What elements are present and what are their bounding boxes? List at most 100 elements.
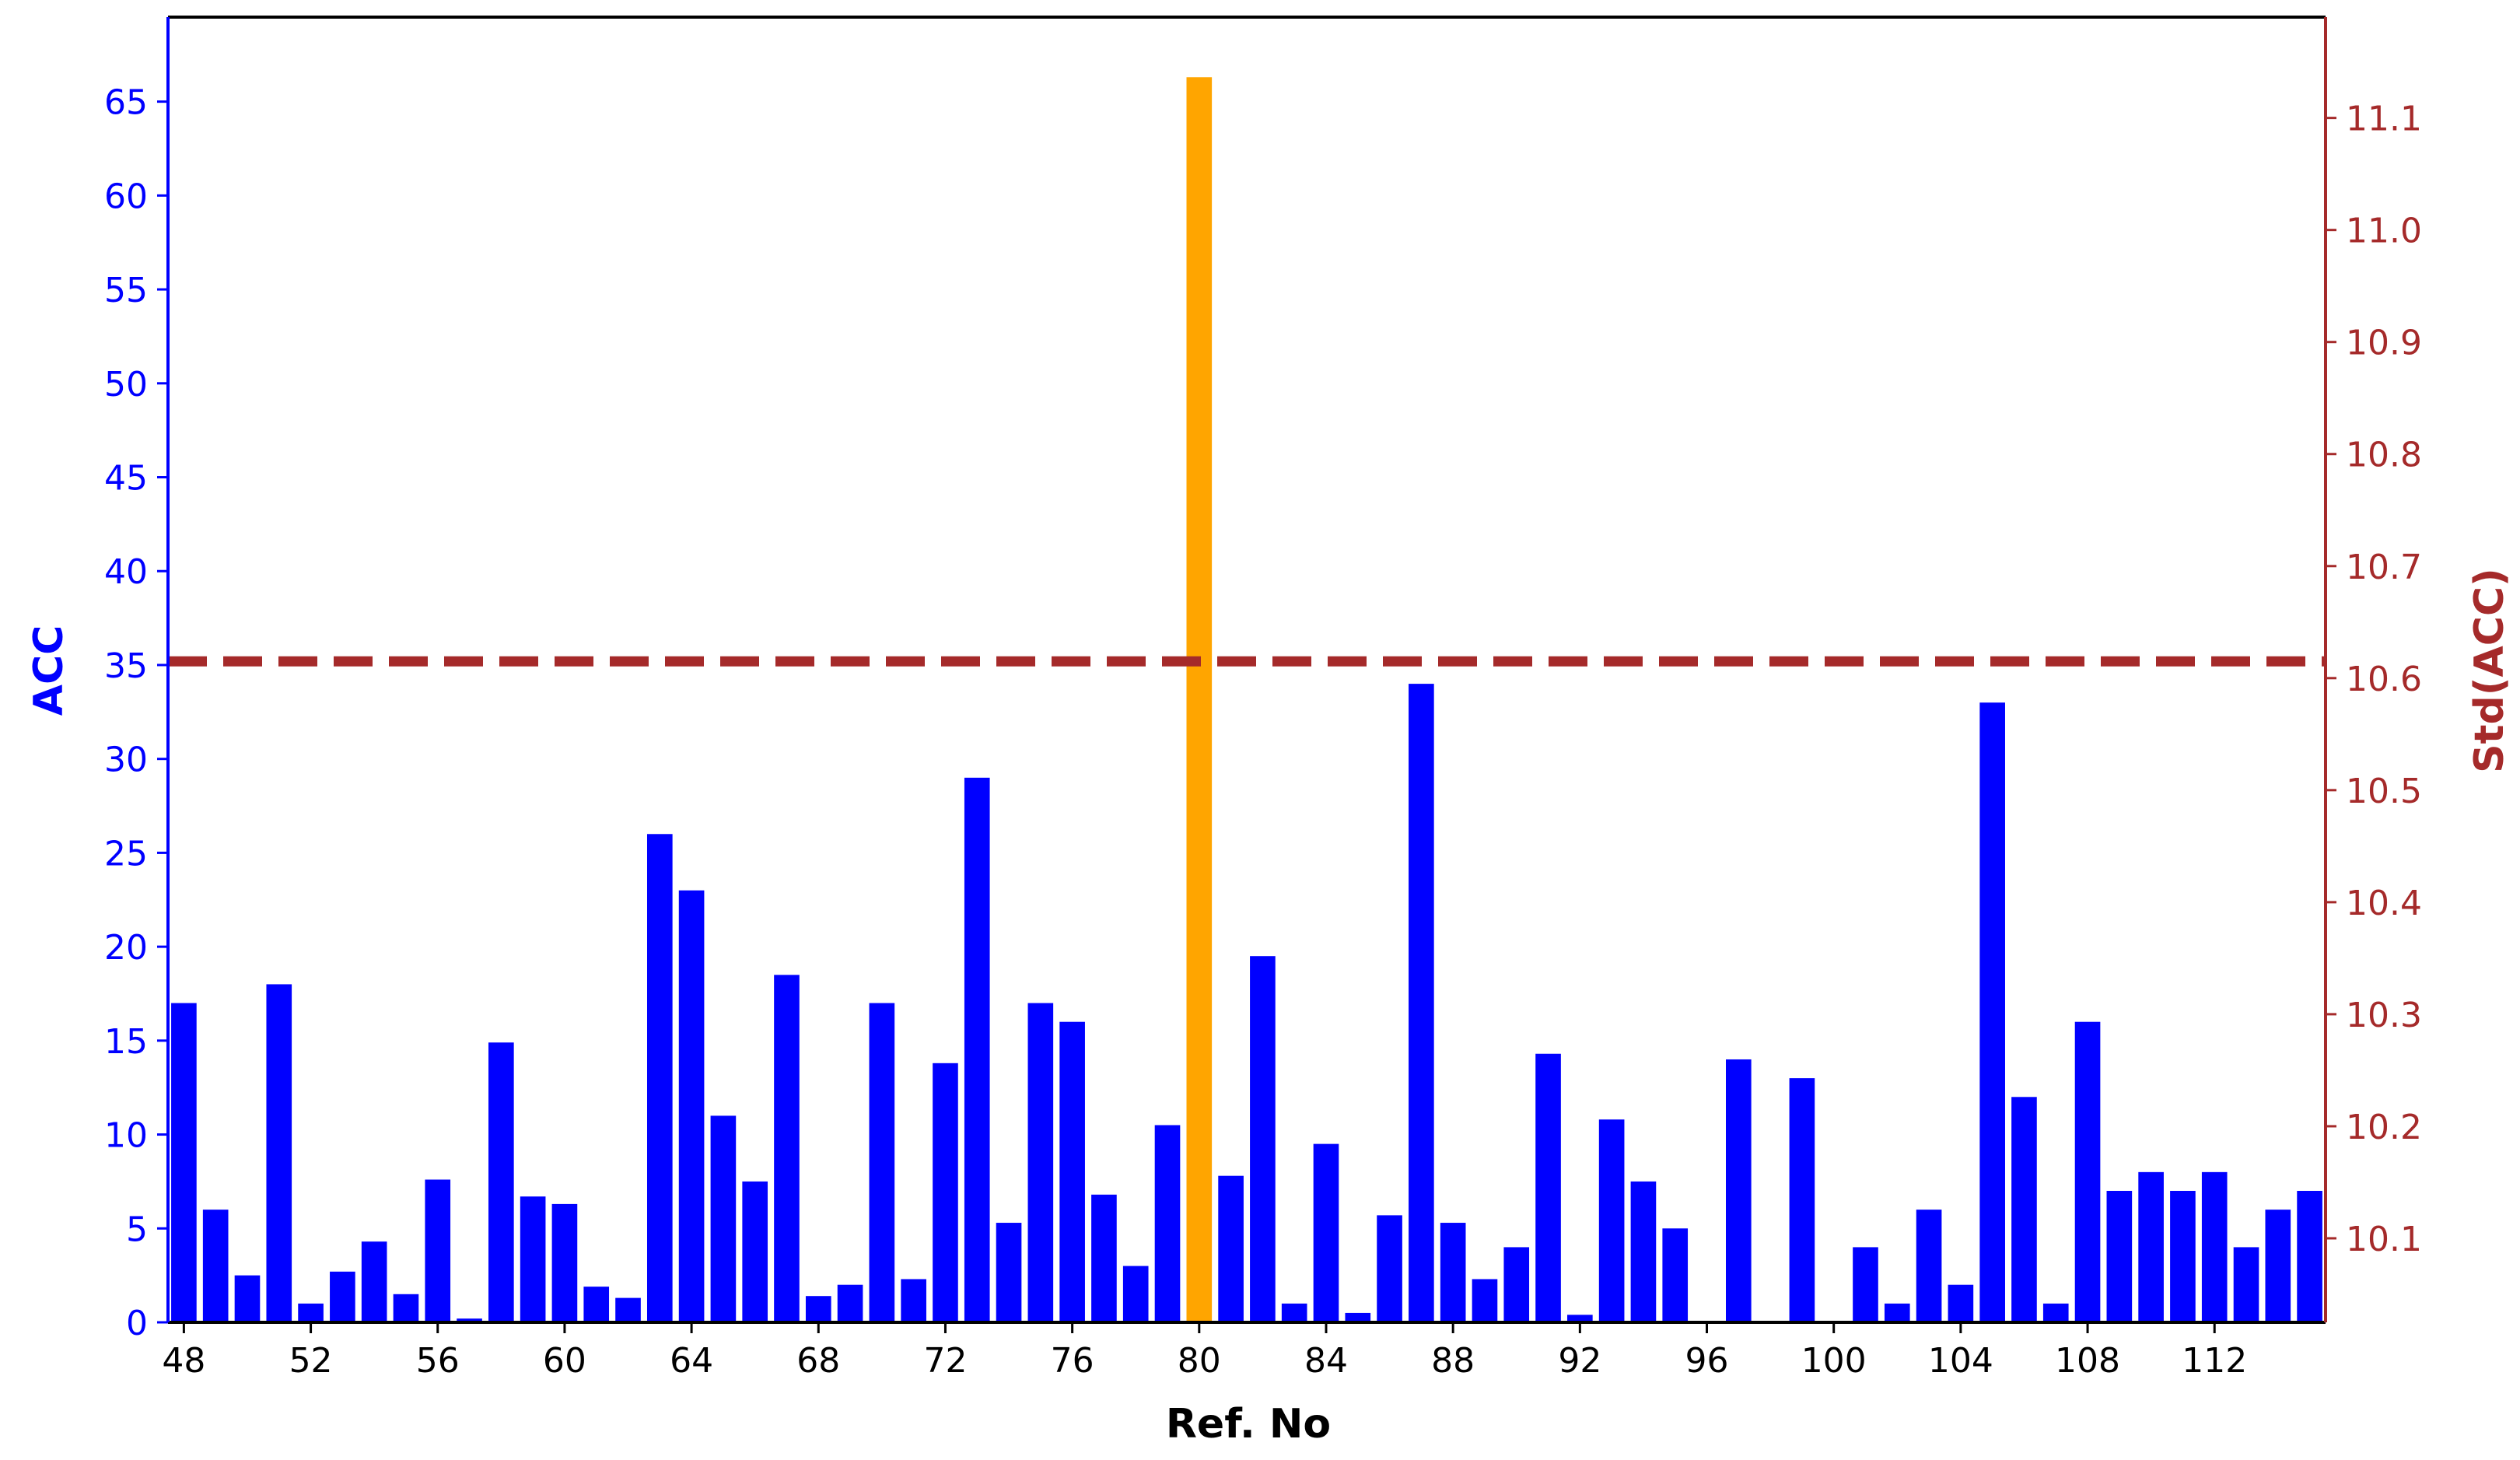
bar xyxy=(393,1294,419,1322)
bar xyxy=(361,1241,387,1322)
bar xyxy=(1281,1303,1307,1322)
y2-tick-label: 10.3 xyxy=(2346,996,2422,1035)
bar xyxy=(805,1296,831,1322)
bar xyxy=(1884,1303,1910,1322)
bar xyxy=(996,1223,1022,1322)
bar xyxy=(2042,1303,2069,1322)
bar xyxy=(774,975,800,1322)
x-tick-label: 112 xyxy=(2182,1341,2247,1381)
x-tick-label: 88 xyxy=(1431,1341,1475,1381)
x-axis-ticks: 48 52 56 60 64 68 72 76 80 84 88 92 96 100 104 108 112 xyxy=(162,1322,2247,1381)
bar xyxy=(1979,702,2005,1322)
y-tick-label: 15 xyxy=(104,1022,148,1062)
bar xyxy=(1440,1223,1466,1322)
bar xyxy=(1567,1315,1593,1322)
bar xyxy=(330,1271,355,1322)
bar xyxy=(1789,1078,1815,1322)
bar xyxy=(298,1303,324,1322)
y2-tick-label: 11.0 xyxy=(2346,212,2422,251)
bar xyxy=(425,1179,451,1322)
x-tick-label: 60 xyxy=(543,1341,586,1381)
bar xyxy=(488,1042,514,1322)
bar xyxy=(1948,1284,1974,1322)
bar xyxy=(615,1297,641,1322)
x-tick-label: 80 xyxy=(1178,1341,1221,1381)
bar xyxy=(202,1210,229,1322)
x-tick-label: 96 xyxy=(1685,1341,1729,1381)
x-tick-label: 100 xyxy=(1801,1341,1867,1381)
bar xyxy=(646,834,673,1322)
bar xyxy=(678,890,705,1322)
bar xyxy=(1122,1266,1149,1322)
bar xyxy=(1313,1143,1339,1322)
bar xyxy=(1250,956,1276,1322)
bar xyxy=(1503,1247,1530,1322)
y2-tick-label: 10.5 xyxy=(2346,772,2422,811)
bar xyxy=(1377,1215,1402,1322)
x-tick-label: 92 xyxy=(1558,1341,1601,1381)
bar xyxy=(1853,1247,1878,1322)
bar-highlight xyxy=(1186,77,1213,1323)
bar xyxy=(869,1003,895,1322)
bar xyxy=(2138,1171,2164,1322)
bar xyxy=(1027,1003,1054,1322)
y-tick-label: 10 xyxy=(104,1116,148,1156)
bar xyxy=(1535,1053,1561,1322)
y-tick-label: 60 xyxy=(104,177,148,216)
y-tick-label: 20 xyxy=(104,928,148,968)
y-tick-label: 0 xyxy=(126,1304,148,1343)
bar xyxy=(1218,1175,1244,1322)
x-tick-label: 52 xyxy=(289,1341,333,1381)
bar xyxy=(2265,1210,2291,1322)
bar xyxy=(551,1203,578,1322)
bar xyxy=(742,1181,768,1322)
bar xyxy=(1598,1119,1625,1322)
axes xyxy=(166,16,2327,1324)
y2-tick-label: 10.9 xyxy=(2346,324,2422,363)
bar xyxy=(1059,1021,1085,1322)
bar xyxy=(266,984,292,1322)
bar xyxy=(964,777,990,1322)
bar xyxy=(1630,1181,1657,1322)
bar xyxy=(1916,1210,1942,1322)
bar xyxy=(1472,1279,1498,1322)
y2-tick-label: 10.6 xyxy=(2346,660,2422,699)
x-axis-label: Ref. No xyxy=(1166,1401,1331,1448)
y-tick-label: 65 xyxy=(104,83,148,123)
bar xyxy=(1409,684,1434,1322)
x-tick-label: 84 xyxy=(1304,1341,1348,1381)
bar xyxy=(2201,1171,2228,1322)
y2-tick-label: 10.1 xyxy=(2346,1220,2422,1259)
bar xyxy=(520,1196,546,1322)
x-tick-label: 104 xyxy=(1928,1341,1993,1381)
bar xyxy=(837,1284,863,1322)
y-axis-ticks: 0 5 10 15 20 25 30 35 40 45 50 55 60 65 xyxy=(104,83,168,1343)
y-tick-label: 35 xyxy=(104,646,148,686)
y2-axis-label: Std(ACC) xyxy=(2466,568,2513,773)
y-tick-label: 5 xyxy=(126,1210,148,1249)
y-tick-label: 30 xyxy=(104,741,148,780)
bar xyxy=(1154,1125,1181,1322)
bar xyxy=(933,1063,958,1322)
x-tick-label: 68 xyxy=(796,1341,840,1381)
y2-tick-label: 10.2 xyxy=(2346,1108,2422,1147)
y-tick-label: 55 xyxy=(104,271,148,310)
bar xyxy=(710,1115,737,1322)
bar xyxy=(457,1318,482,1322)
x-tick-label: 48 xyxy=(162,1341,205,1381)
bar xyxy=(1725,1059,1752,1322)
y2-tick-label: 10.7 xyxy=(2346,548,2422,587)
bar xyxy=(1662,1228,1689,1322)
bar xyxy=(2233,1247,2259,1322)
y2-tick-label: 10.4 xyxy=(2346,884,2422,923)
bar xyxy=(2074,1021,2101,1322)
bar xyxy=(2170,1190,2196,1322)
bar xyxy=(2106,1190,2133,1322)
y-axis-label: ACC xyxy=(26,625,72,716)
x-tick-label: 56 xyxy=(416,1341,460,1381)
y-tick-label: 50 xyxy=(104,365,148,404)
x-tick-label: 108 xyxy=(2055,1341,2120,1381)
y2-tick-label: 11.1 xyxy=(2346,100,2422,139)
bar-series xyxy=(171,77,2322,1323)
